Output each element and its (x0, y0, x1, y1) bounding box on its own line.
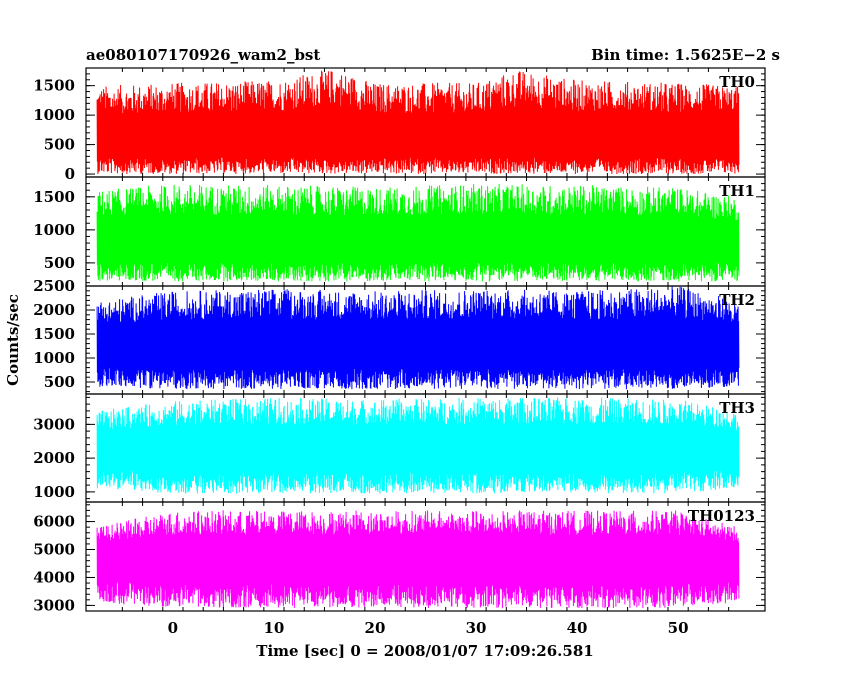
panel-label: TH2 (719, 291, 755, 309)
panel-label: TH0 (719, 73, 755, 91)
y-tick-label: 1500 (33, 188, 75, 206)
y-tick-label: 1000 (33, 349, 75, 367)
x-tick-label: 50 (668, 619, 689, 637)
series-th0123 (96, 510, 740, 609)
series-th1 (96, 183, 740, 282)
panel-label: TH3 (719, 399, 755, 417)
y-tick-label: 1000 (33, 106, 75, 124)
series-th2 (96, 286, 740, 390)
y-tick-label: 1500 (33, 325, 75, 343)
y-tick-label: 4000 (33, 568, 75, 586)
y-tick-label: 2000 (33, 449, 75, 467)
panels-group: 0 500 1000 1500 TH0 500 1000 1500 TH1 500 1000 1500… (33, 67, 766, 614)
y-tick-label: 2000 (33, 301, 75, 319)
y-tick-label: 3000 (33, 596, 75, 614)
x-tick-label: 40 (567, 619, 588, 637)
x-tick-label: 0 (168, 619, 178, 637)
y-tick-label: 500 (44, 136, 75, 154)
panel-th0123: 3000 4000 5000 6000 TH0123 (33, 501, 766, 614)
y-tick-label: 3000 (33, 415, 75, 433)
x-axis: 0 10 20 30 40 50 (168, 619, 689, 637)
chart-title: ae080107170926_wam2_bst (86, 46, 320, 64)
y-tick-label: 1500 (33, 77, 75, 95)
panel-label: TH1 (719, 182, 755, 200)
x-tick-label: 20 (365, 619, 386, 637)
panel-th0: 0 500 1000 1500 TH0 (33, 67, 766, 183)
panel-th3: 1000 2000 3000 TH3 (33, 393, 766, 503)
y-tick-label: 0 (65, 165, 75, 183)
y-tick-label: 1000 (33, 221, 75, 239)
y-tick-label: 500 (44, 373, 75, 391)
y-axis-label: Counts/sec (4, 294, 22, 386)
y-tick-label: 2500 (33, 277, 75, 295)
series-th0 (96, 70, 740, 175)
bin-time-label: Bin time: 1.5625E−2 s (591, 46, 780, 64)
y-tick-label: 500 (44, 254, 75, 272)
panel-th2: 500 1000 1500 2000 2500 TH2 (33, 277, 766, 395)
y-tick-label: 6000 (33, 513, 75, 531)
x-tick-label: 30 (466, 619, 487, 637)
x-axis-label: Time [sec] 0 = 2008/01/07 17:09:26.581 (256, 642, 593, 660)
panel-th1: 500 1000 1500 TH1 (33, 176, 766, 287)
series-th3 (96, 397, 740, 494)
y-tick-label: 5000 (33, 541, 75, 559)
x-tick-label: 10 (264, 619, 285, 637)
panel-frame (85, 501, 766, 612)
panel-label: TH0123 (688, 507, 755, 525)
y-tick-label: 1000 (33, 483, 75, 501)
